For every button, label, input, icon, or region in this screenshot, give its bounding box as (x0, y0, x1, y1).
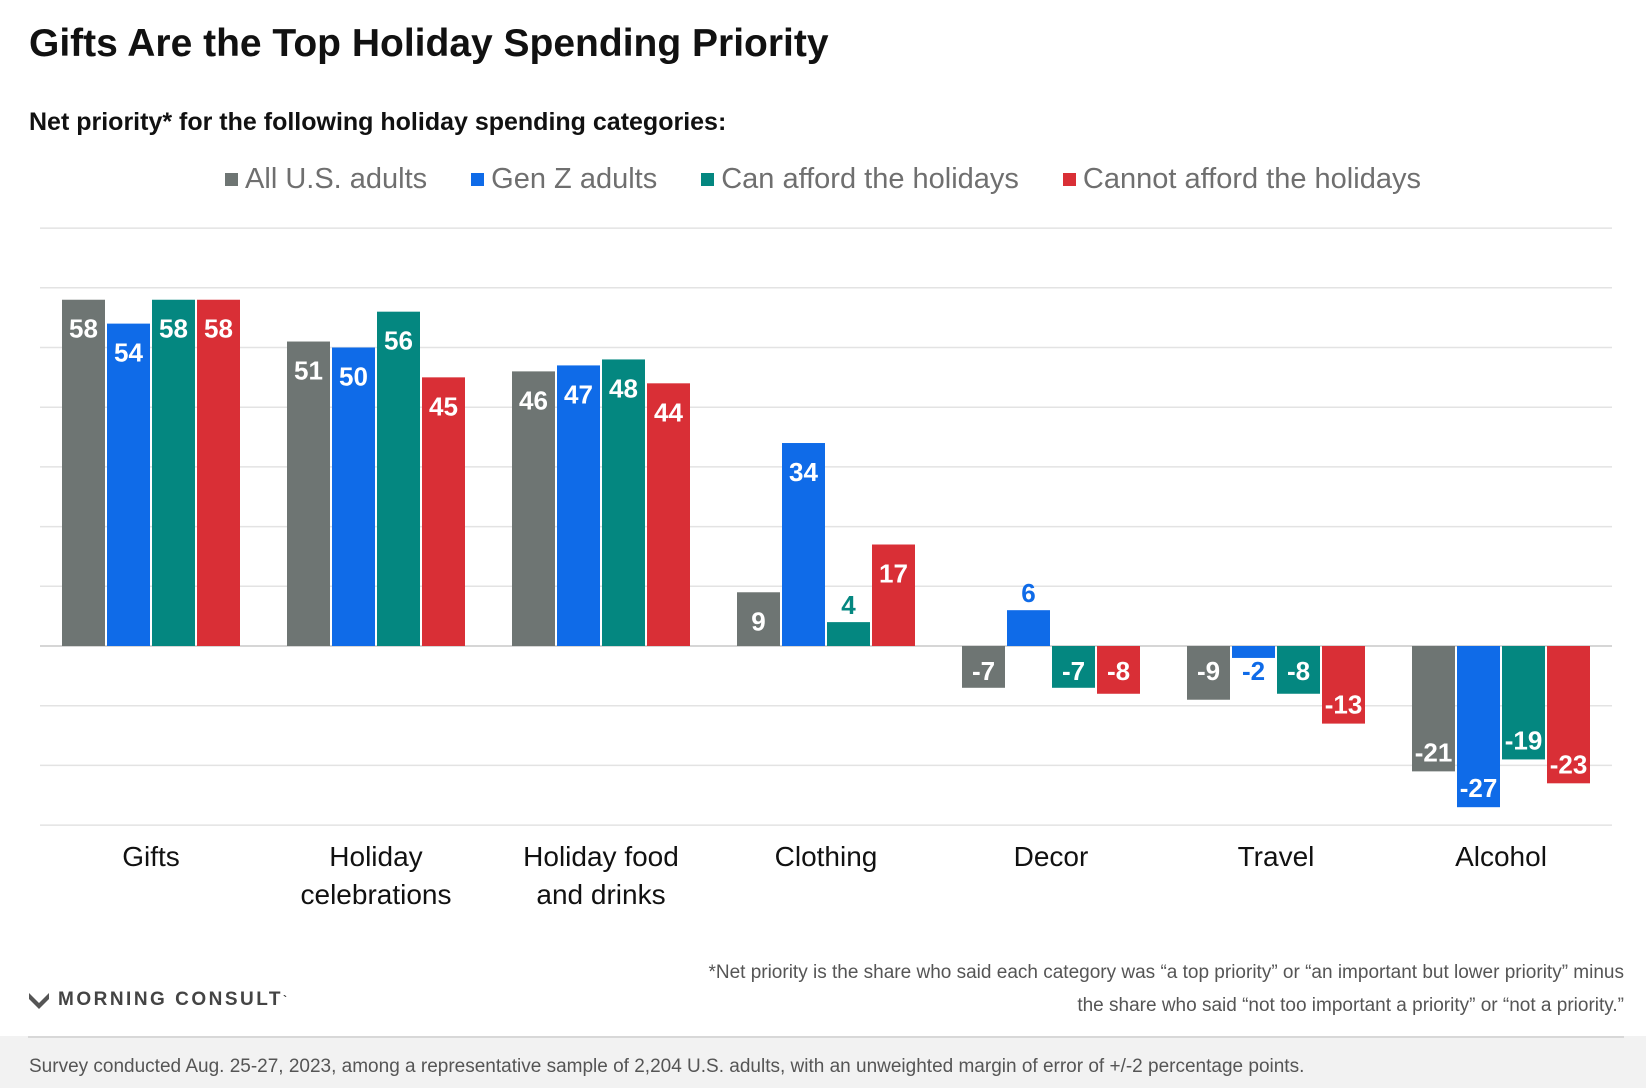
legend-item-gen-z: Gen Z adults (471, 163, 657, 196)
footer-divider (28, 1036, 1624, 1038)
bar (107, 323, 150, 646)
category-label: Decor (1014, 841, 1089, 872)
bar (962, 646, 1005, 688)
bar-value-label: -9 (1197, 656, 1220, 686)
bar (602, 359, 645, 646)
bar (1187, 646, 1230, 700)
bar (512, 371, 555, 646)
legend-label: All U.S. adults (245, 163, 428, 195)
bar-value-label: -2 (1242, 656, 1265, 686)
bar (1007, 610, 1050, 646)
legend-item-all-adults: All U.S. adults (225, 163, 427, 196)
bar-value-label: -8 (1107, 656, 1130, 686)
legend-swatch (225, 173, 239, 186)
bar-value-label: 58 (69, 314, 98, 344)
bar-value-label: 54 (114, 338, 143, 368)
bar (422, 377, 465, 646)
category-label: Holiday food (523, 841, 679, 872)
bar-value-label: 51 (294, 356, 323, 386)
legend-item-can-afford: Can afford the holidays (701, 163, 1019, 196)
bar (1052, 646, 1095, 688)
bar-value-label: 9 (751, 606, 765, 636)
category-label: and drinks (536, 879, 665, 910)
legend-swatch (701, 173, 715, 186)
bar-value-label: 58 (159, 314, 188, 344)
category-label: celebrations (301, 879, 452, 910)
footnote-line: *Net priority is the share who said each… (708, 962, 1624, 983)
bar (332, 347, 375, 646)
bar (1457, 646, 1500, 808)
bar-value-label: 56 (384, 326, 413, 356)
bar (377, 311, 420, 646)
brand-mark: ` (283, 993, 290, 1007)
bar (737, 592, 780, 646)
legend-swatch (1062, 173, 1076, 186)
bar-value-label: -23 (1550, 749, 1588, 779)
bar-value-label: -27 (1460, 773, 1498, 803)
bar-value-label: -19 (1505, 725, 1543, 755)
bar-value-label: -21 (1415, 737, 1453, 767)
bar-value-label: -7 (1062, 656, 1085, 686)
bar-value-label: 44 (654, 397, 683, 427)
bar (287, 341, 330, 646)
bar (557, 365, 600, 646)
bar-value-label: 4 (841, 590, 856, 620)
footnote: *Net priority is the share who said each… (524, 956, 1624, 1022)
bar-value-label: 34 (789, 457, 818, 487)
bar (827, 622, 870, 646)
bar-value-label: -13 (1325, 690, 1363, 720)
survey-footer: Survey conducted Aug. 25-27, 2023, among… (0, 1036, 1646, 1088)
bar-chart: 58 54 58 58 Gifts 51 50 56 45 Holiday celebrations… (40, 227, 1612, 910)
bar-value-label: 47 (564, 379, 593, 409)
bar (647, 383, 690, 646)
bar-value-label: -7 (972, 656, 995, 686)
bar (62, 299, 105, 646)
chart-title: Gifts Are the Top Holiday Spending Prior… (29, 22, 829, 65)
legend-label: Gen Z adults (491, 163, 658, 195)
category-label: Holiday (329, 841, 422, 872)
category-label: Clothing (775, 841, 878, 872)
category-label: Alcohol (1455, 841, 1547, 872)
bar (782, 443, 825, 646)
bar-value-label: -8 (1287, 656, 1310, 686)
bar-value-label: 48 (609, 373, 638, 403)
legend-item-cannot-afford: Cannot afford the holidays (1062, 163, 1421, 196)
legend-label: Can afford the holidays (721, 163, 1019, 195)
legend-swatch (471, 173, 485, 186)
survey-note: Survey conducted Aug. 25-27, 2023, among… (29, 1056, 1305, 1077)
bar (872, 544, 915, 646)
bar (1322, 646, 1365, 724)
bar (197, 299, 240, 646)
bar (152, 299, 195, 646)
bar (1097, 646, 1140, 694)
legend: All U.S. adults Gen Z adults Can afford … (0, 163, 1646, 196)
category-label: Travel (1238, 841, 1315, 872)
bar (1547, 646, 1590, 784)
bar-value-label: 58 (204, 314, 233, 344)
chart-subtitle: Net priority* for the following holiday … (29, 108, 727, 136)
bar-value-label: 6 (1021, 578, 1035, 608)
bar (1412, 646, 1455, 772)
category-label: Gifts (122, 841, 180, 872)
brand-logo: MORNING CONSULT ` (28, 989, 290, 1011)
bar-value-label: 45 (429, 391, 458, 421)
footnote-line: the share who said “not too important a … (1077, 995, 1624, 1016)
bar-value-label: 50 (339, 362, 368, 392)
bar (1502, 646, 1545, 760)
morning-consult-logo-icon (29, 993, 49, 1009)
bar (1277, 646, 1320, 694)
legend-label: Cannot afford the holidays (1082, 163, 1421, 195)
bar (1232, 646, 1275, 658)
bar-value-label: 17 (879, 559, 908, 589)
bar-value-label: 46 (519, 385, 548, 415)
brand-name: MORNING CONSULT (58, 989, 284, 1010)
